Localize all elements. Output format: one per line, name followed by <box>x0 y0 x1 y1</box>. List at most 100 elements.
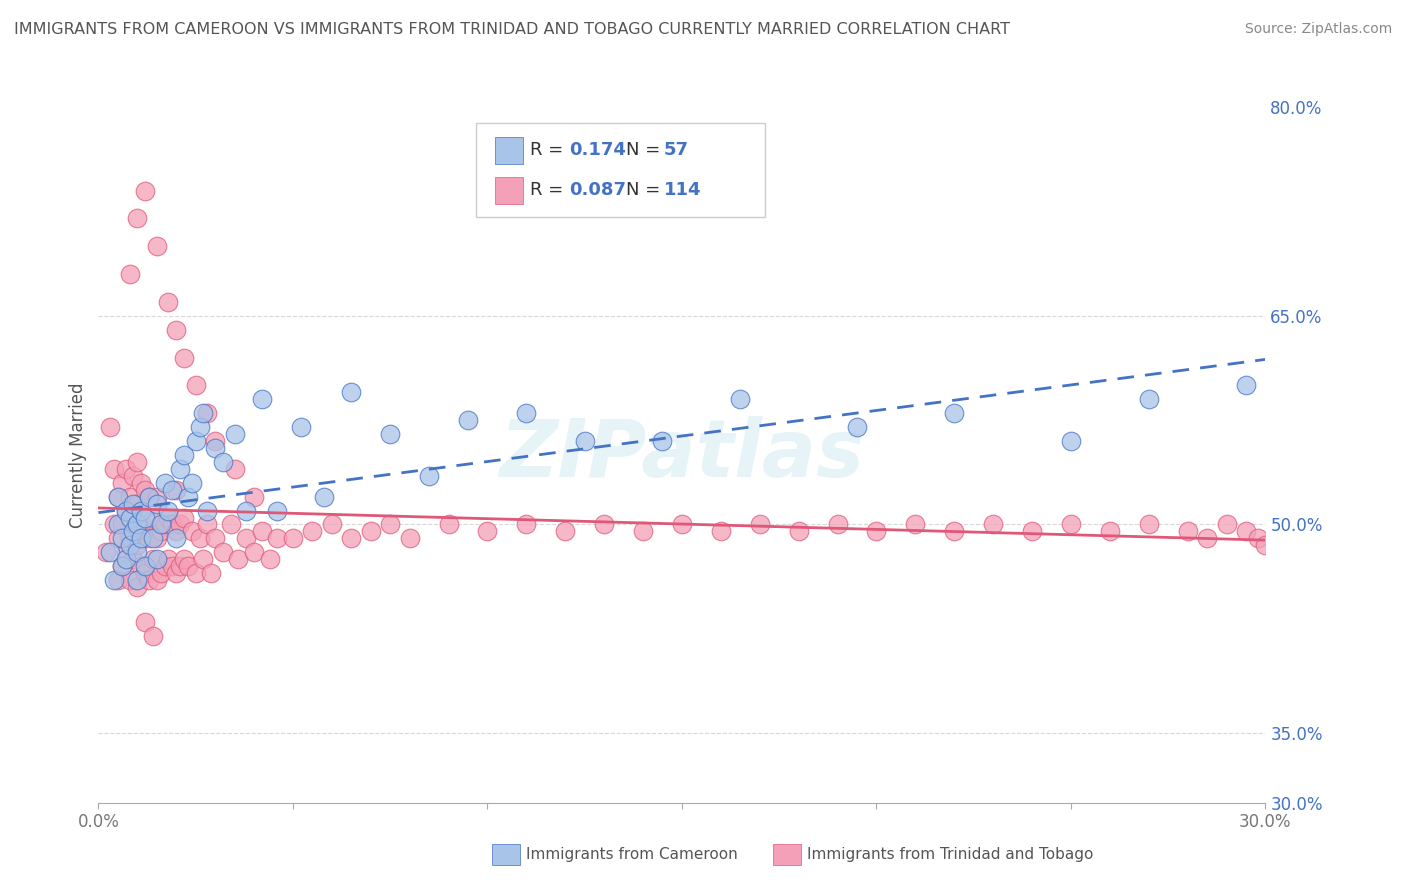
Point <box>515 517 537 532</box>
Text: Immigrants from Cameroon: Immigrants from Cameroon <box>526 847 738 862</box>
Point <box>1254 538 1277 552</box>
Point <box>1060 434 1083 448</box>
Point <box>195 517 218 532</box>
Point <box>180 475 202 490</box>
Point <box>138 490 160 504</box>
Point <box>266 503 288 517</box>
Point <box>142 552 165 566</box>
Point <box>127 580 149 594</box>
Point <box>904 517 927 532</box>
Point <box>146 239 169 253</box>
Point <box>184 434 207 448</box>
Point <box>188 420 211 434</box>
Point <box>122 497 145 511</box>
Point <box>200 566 222 581</box>
Point <box>138 573 160 587</box>
Point <box>193 406 215 420</box>
Point <box>111 559 134 574</box>
Y-axis label: Currently Married: Currently Married <box>69 382 87 528</box>
Point <box>219 517 242 532</box>
Point <box>134 524 156 539</box>
Point <box>111 532 134 546</box>
Point <box>138 490 160 504</box>
Point <box>157 552 180 566</box>
Point <box>118 538 141 552</box>
Point <box>118 267 141 281</box>
Point <box>943 406 966 420</box>
Point <box>1021 524 1043 539</box>
Point <box>184 378 207 392</box>
Point <box>118 532 141 546</box>
Point <box>127 455 149 469</box>
Point <box>554 524 576 539</box>
Point <box>134 615 156 629</box>
Point <box>398 532 420 546</box>
Text: Source: ZipAtlas.com: Source: ZipAtlas.com <box>1244 22 1392 37</box>
Point <box>943 524 966 539</box>
Point <box>111 559 134 574</box>
Point <box>165 524 187 539</box>
Point <box>1137 517 1160 532</box>
Point <box>1215 517 1237 532</box>
Text: N =: N = <box>626 141 665 159</box>
Point <box>651 434 673 448</box>
Point <box>114 462 136 476</box>
Point <box>224 427 246 442</box>
Point <box>111 517 134 532</box>
Point <box>845 420 868 434</box>
Text: 57: 57 <box>664 141 689 159</box>
Point <box>111 475 134 490</box>
Point <box>129 475 152 490</box>
Point <box>360 524 382 539</box>
Point <box>98 420 121 434</box>
Point <box>243 490 266 504</box>
Point <box>173 552 195 566</box>
Point <box>127 573 149 587</box>
Point <box>107 517 129 532</box>
Point <box>180 524 202 539</box>
Point <box>169 559 191 574</box>
Point <box>114 545 136 559</box>
Point <box>157 510 180 524</box>
Point <box>188 532 211 546</box>
Point <box>212 455 235 469</box>
Point <box>165 532 187 546</box>
Point <box>259 552 281 566</box>
Point <box>149 566 172 581</box>
Point <box>340 532 363 546</box>
Point <box>162 559 184 574</box>
Point <box>129 517 152 532</box>
Point <box>122 468 145 483</box>
Point <box>153 559 176 574</box>
Point <box>224 462 246 476</box>
Point <box>710 524 733 539</box>
Text: R =: R = <box>530 141 569 159</box>
Point <box>127 545 149 559</box>
Point <box>981 517 1004 532</box>
Point <box>250 392 273 407</box>
Point <box>418 468 440 483</box>
Point <box>228 552 250 566</box>
Point <box>129 532 152 546</box>
Point <box>134 483 156 497</box>
Point <box>169 462 191 476</box>
Point <box>169 517 191 532</box>
Point <box>281 532 304 546</box>
Point <box>193 552 215 566</box>
Point <box>107 490 129 504</box>
Point <box>671 517 693 532</box>
Point <box>98 545 121 559</box>
Text: N =: N = <box>626 181 665 199</box>
Point <box>142 510 165 524</box>
Point <box>177 490 200 504</box>
Point <box>1177 524 1199 539</box>
Point <box>340 385 363 400</box>
Point <box>122 510 145 524</box>
Point <box>1195 532 1218 546</box>
Point <box>122 524 145 539</box>
Point <box>127 211 149 226</box>
Point <box>378 427 402 442</box>
Point <box>114 503 136 517</box>
Point <box>1234 378 1257 392</box>
Point <box>146 552 169 566</box>
